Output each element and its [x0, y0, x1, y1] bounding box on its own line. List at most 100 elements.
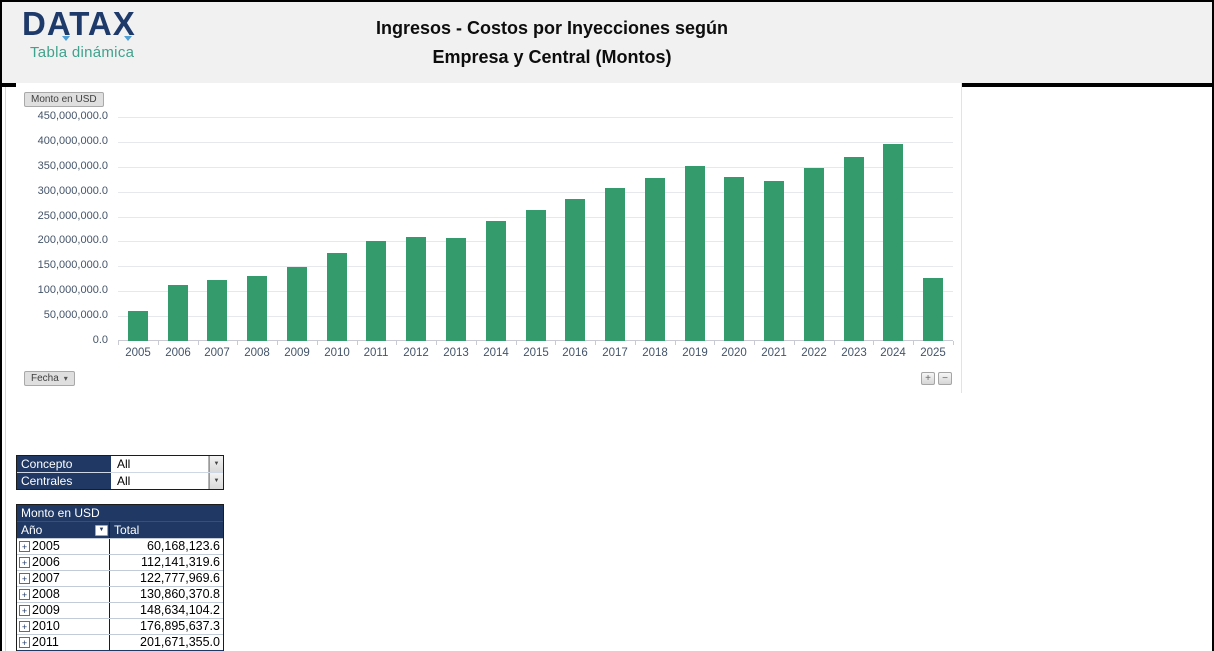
x-axis-tick [476, 341, 477, 345]
pivot-total-value: 176,895,637.3 [140, 619, 220, 633]
pivot-year-cell[interactable]: +2008 [17, 587, 110, 602]
x-axis-tick-label: 2023 [841, 347, 867, 359]
bar-2008[interactable] [247, 276, 267, 341]
pivot-chart: Monto en USD Fecha ▾ + − 450,000,000.0 400… [16, 83, 962, 393]
bar-2023[interactable] [844, 157, 864, 341]
y-axis-tick-label: 0.0 [92, 334, 108, 346]
bar-2007[interactable] [207, 280, 227, 341]
bar-2005[interactable] [128, 311, 148, 341]
expand-icon[interactable]: + [19, 589, 30, 600]
expand-icon[interactable]: + [19, 637, 30, 648]
pivot-year-cell[interactable]: +2009 [17, 603, 110, 618]
gridline [118, 192, 953, 193]
x-axis-tick-label: 2020 [721, 347, 747, 359]
year-filter-button[interactable]: ▼ [95, 524, 108, 536]
x-axis-tick-label: 2021 [761, 347, 787, 359]
collapse-chart-button[interactable]: − [938, 372, 952, 385]
pivot-column-header-row: Año ▼ Total [17, 522, 223, 538]
y-axis-tick-label: 200,000,000.0 [37, 234, 108, 246]
bar-2024[interactable] [883, 144, 903, 341]
x-axis-tick [555, 341, 556, 345]
filter-value-concepto[interactable]: All [113, 456, 209, 472]
pivot-year-label: 2006 [32, 555, 60, 569]
report-header: DATAX Tabla dinámica Ingresos - Costos p… [2, 2, 1212, 87]
bar-2018[interactable] [645, 178, 665, 341]
x-axis-tick-label: 2024 [880, 347, 906, 359]
expand-icon[interactable]: + [19, 573, 30, 584]
gridline [118, 117, 953, 118]
chart-zoom-controls: + − [921, 372, 952, 385]
pivot-year-label: 2008 [32, 587, 60, 601]
y-axis-tick-label: 150,000,000.0 [37, 259, 108, 271]
page-title-line1: Ingresos - Costos por Inyecciones según [375, 18, 729, 38]
x-axis-tick [595, 341, 596, 345]
bar-2016[interactable] [565, 199, 585, 341]
filter-dropdown-icon[interactable]: ▼ [209, 473, 223, 489]
x-axis-tick [953, 341, 954, 345]
bar-2015[interactable] [526, 210, 546, 341]
pivot-total-value: 112,141,319.6 [140, 555, 220, 569]
pivot-rows: +2005 60,168,123.6 +2006 112,141,319.6 +2007… [17, 538, 223, 650]
filter-value-centrales[interactable]: All [113, 473, 209, 489]
plot-area [118, 117, 954, 345]
pivot-total-value: 148,634,104.2 [140, 603, 220, 617]
x-axis-tick-label: 2005 [125, 347, 151, 359]
x-axis-tick [635, 341, 636, 345]
expand-icon[interactable]: + [19, 621, 30, 632]
bar-2006[interactable] [168, 285, 188, 341]
gridline [118, 142, 953, 143]
bar-2021[interactable] [764, 181, 784, 341]
pivot-year-cell[interactable]: +2010 [17, 619, 110, 634]
x-axis-tick [118, 341, 119, 345]
x-axis-tick-label: 2014 [483, 347, 509, 359]
axis-field-label: Fecha [31, 373, 59, 384]
expand-icon[interactable]: + [19, 541, 30, 552]
pivot-total-value: 201,671,355.0 [140, 635, 220, 649]
table-row: +2011 201,671,355.0 [17, 634, 223, 650]
y-axis-tick-label: 300,000,000.0 [37, 185, 108, 197]
x-axis-tick-label: 2010 [324, 347, 350, 359]
bar-2011[interactable] [366, 241, 386, 341]
expand-icon[interactable]: + [19, 557, 30, 568]
bar-2009[interactable] [287, 267, 307, 341]
x-axis-tick [158, 341, 159, 345]
expand-chart-button[interactable]: + [921, 372, 935, 385]
x-axis-tick [436, 341, 437, 345]
pivot-year-cell[interactable]: +2006 [17, 555, 110, 570]
bar-2013[interactable] [446, 238, 466, 341]
x-axis-tick [675, 341, 676, 345]
bar-2017[interactable] [605, 188, 625, 341]
table-row: +2006 112,141,319.6 [17, 554, 223, 570]
expand-icon[interactable]: + [19, 605, 30, 616]
x-axis-tick [873, 341, 874, 345]
bar-2010[interactable] [327, 253, 347, 341]
pivot-value-field-header: Monto en USD [17, 505, 223, 522]
filter-label-centrales: Centrales [17, 473, 113, 489]
bar-2019[interactable] [685, 166, 705, 341]
bar-2025[interactable] [923, 278, 943, 341]
value-field-button[interactable]: Monto en USD [24, 92, 104, 107]
table-row: +2009 148,634,104.2 [17, 602, 223, 618]
bar-2014[interactable] [486, 221, 506, 341]
x-axis-tick [317, 341, 318, 345]
axis-field-button[interactable]: Fecha ▾ [24, 371, 75, 386]
pivot-year-label: 2005 [32, 539, 60, 553]
x-axis-tick [357, 341, 358, 345]
table-row: +2008 130,860,370.8 [17, 586, 223, 602]
pivot-year-cell[interactable]: +2007 [17, 571, 110, 586]
logo-wave-icon [124, 36, 132, 41]
pivot-row-field-cell: Año ▼ [17, 522, 110, 538]
pivot-year-cell[interactable]: +2005 [17, 539, 110, 554]
x-axis-tick-label: 2025 [920, 347, 946, 359]
filter-label-concepto: Concepto [17, 456, 113, 472]
y-axis-tick-label: 50,000,000.0 [43, 309, 108, 321]
filter-dropdown-icon[interactable]: ▼ [209, 456, 223, 472]
bar-2020[interactable] [724, 177, 744, 341]
x-axis-tick-label: 2013 [443, 347, 469, 359]
x-axis-tick [237, 341, 238, 345]
x-axis-tick-label: 2009 [284, 347, 310, 359]
bar-2022[interactable] [804, 168, 824, 341]
pivot-year-cell[interactable]: +2011 [17, 635, 110, 650]
bar-2012[interactable] [406, 237, 426, 341]
pivot-total-value: 130,860,370.8 [140, 587, 220, 601]
